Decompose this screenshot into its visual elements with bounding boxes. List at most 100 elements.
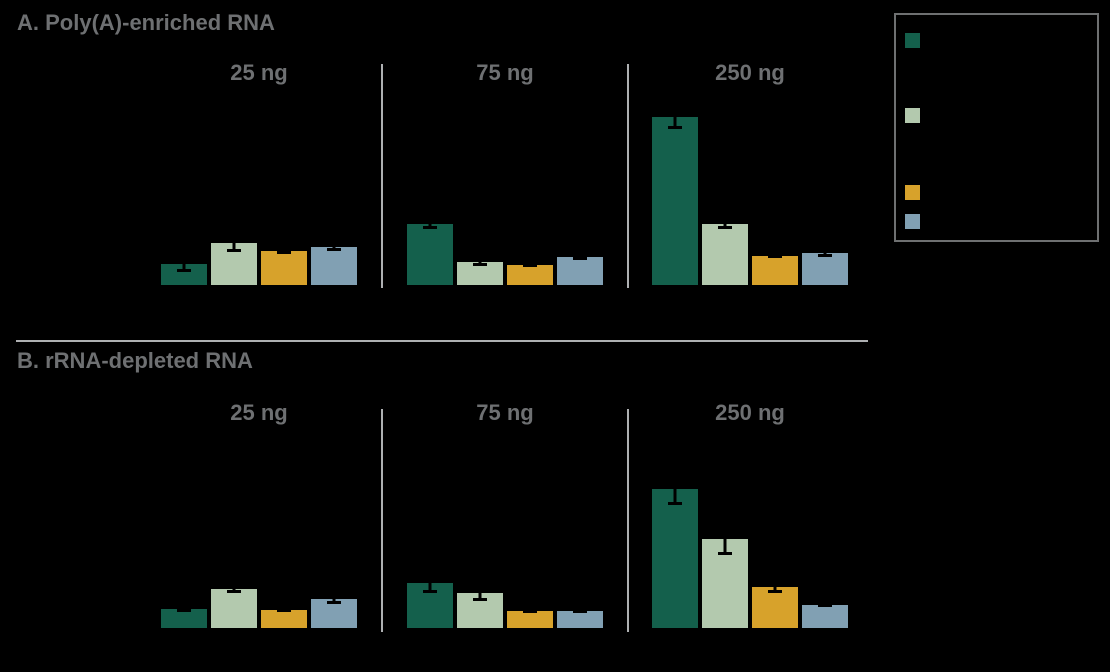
error-bar — [177, 256, 191, 272]
error-bar — [768, 581, 782, 593]
group-label-a-25ng: 25 ng — [230, 60, 288, 85]
error-bar-cap-bottom — [227, 249, 241, 252]
bar-panelA-250ng-amber — [752, 256, 798, 285]
error-bar-cap-top — [277, 248, 291, 251]
error-bar-cap-top — [227, 234, 241, 237]
error-bar — [768, 254, 782, 258]
error-bar-cap-top — [327, 594, 341, 597]
error-bar-line — [478, 258, 482, 266]
error-bar-cap-bottom — [523, 610, 537, 613]
group-label-b-75ng: 75 ng — [476, 400, 534, 425]
error-bar-cap-bottom — [523, 264, 537, 267]
legend-swatch-slate-blue — [905, 214, 920, 229]
error-bar-cap-bottom — [573, 610, 587, 613]
error-bar-cap-top — [573, 254, 587, 257]
error-bar — [327, 594, 341, 604]
legend-box — [894, 13, 1099, 242]
error-bar-cap-top — [718, 219, 732, 222]
error-bar-cap-top — [668, 105, 682, 108]
error-bar — [177, 606, 191, 612]
error-bar-cap-bottom — [277, 251, 291, 254]
error-bar — [277, 608, 291, 612]
error-bar-cap-bottom — [473, 598, 487, 601]
error-bar-cap-bottom — [423, 226, 437, 229]
error-bar — [573, 254, 587, 260]
error-bar-cap-bottom — [818, 604, 832, 607]
error-bar-cap-bottom — [177, 269, 191, 272]
bar-panelA-75ng-dark-green — [407, 224, 453, 285]
error-bar-cap-bottom — [573, 257, 587, 260]
bar-panelB-25ng-dark-green — [161, 609, 207, 628]
error-bar-cap-top — [473, 258, 487, 261]
error-bar-cap-top — [227, 585, 241, 588]
group-label-b-250ng: 250 ng — [715, 400, 785, 425]
error-bar-line — [428, 219, 432, 229]
error-bar-line — [773, 581, 777, 593]
error-bar — [818, 603, 832, 607]
error-bar-cap-top — [423, 573, 437, 576]
error-bar-cap-bottom — [668, 502, 682, 505]
error-bar — [523, 609, 537, 613]
bar-panelA-250ng-light-green — [702, 224, 748, 285]
error-bar-cap-bottom — [668, 126, 682, 129]
error-bar-cap-bottom — [718, 226, 732, 229]
bar-panelA-75ng-slate-blue — [557, 257, 603, 285]
bar-panelA-25ng-dark-green — [161, 264, 207, 285]
error-bar-cap-top — [718, 523, 732, 526]
error-bar-cap-bottom — [327, 248, 341, 251]
error-bar-cap-top — [177, 256, 191, 259]
legend-swatch-amber — [905, 185, 920, 200]
error-bar-line — [232, 585, 236, 593]
bar-panelB-25ng-amber — [261, 610, 307, 628]
error-bar-line — [182, 256, 186, 272]
error-bar-cap-top — [327, 243, 341, 246]
error-bar-cap-bottom — [327, 601, 341, 604]
error-bar-cap-top — [818, 249, 832, 252]
error-bar — [818, 249, 832, 257]
error-bar-cap-bottom — [423, 590, 437, 593]
error-bar-cap-top — [768, 581, 782, 584]
bar-panelA-75ng-amber — [507, 265, 553, 285]
bar-panelA-25ng-amber — [261, 251, 307, 285]
group-separator — [381, 64, 383, 288]
panel-divider — [16, 340, 868, 342]
error-bar-cap-bottom — [768, 255, 782, 258]
error-bar — [668, 105, 682, 129]
error-bar — [473, 585, 487, 601]
bar-panelA-250ng-slate-blue — [802, 253, 848, 285]
error-bar-cap-top — [423, 219, 437, 222]
bar-panelA-250ng-dark-green — [652, 117, 698, 285]
error-bar — [473, 258, 487, 266]
bar-panelB-250ng-dark-green — [652, 489, 698, 628]
group-separator — [627, 409, 629, 632]
error-bar-cap-top — [177, 606, 191, 609]
error-bar-cap-bottom — [718, 552, 732, 555]
error-bar — [573, 609, 587, 613]
group-label-b-25ng: 25 ng — [230, 400, 288, 425]
error-bar-cap-top — [473, 585, 487, 588]
error-bar-cap-bottom — [768, 590, 782, 593]
error-bar-cap-bottom — [177, 609, 191, 612]
error-bar-cap-bottom — [473, 263, 487, 266]
error-bar-line — [428, 573, 432, 593]
error-bar-line — [723, 523, 727, 555]
error-bar-line — [673, 105, 677, 129]
error-bar — [423, 573, 437, 593]
error-bar — [718, 523, 732, 555]
error-bar-line — [232, 234, 236, 252]
error-bar-line — [478, 585, 482, 601]
error-bar-cap-bottom — [227, 590, 241, 593]
legend-swatch-dark-green — [905, 33, 920, 48]
error-bar — [423, 219, 437, 229]
legend-swatch-light-green — [905, 108, 920, 123]
error-bar-line — [673, 473, 677, 505]
error-bar — [668, 473, 682, 505]
error-bar-cap-top — [668, 473, 682, 476]
bar-panelA-25ng-slate-blue — [311, 247, 357, 285]
error-bar-line — [723, 219, 727, 229]
group-separator — [381, 409, 383, 632]
group-separator — [627, 64, 629, 288]
error-bar — [277, 248, 291, 254]
panel-b-title: B. rRNA-depleted RNA — [17, 348, 253, 373]
